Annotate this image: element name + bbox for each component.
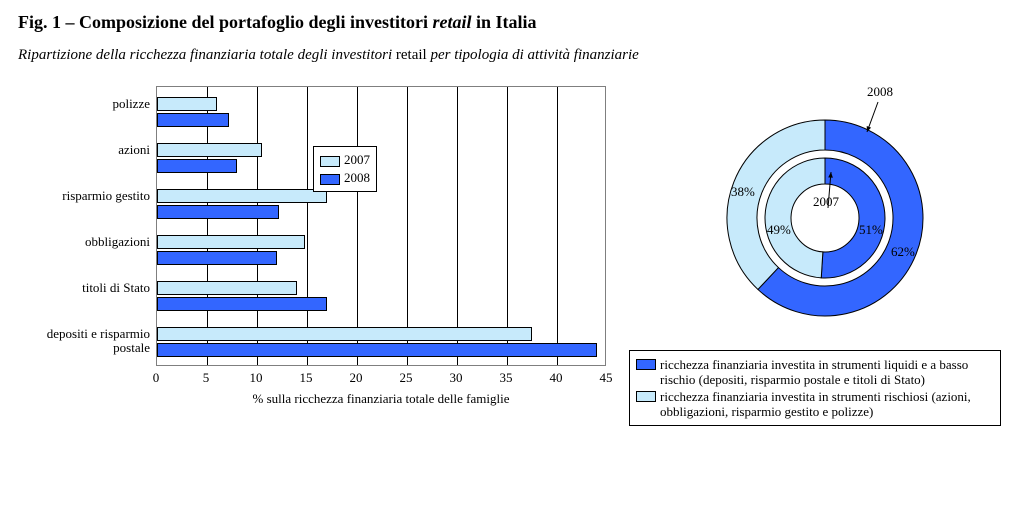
bar-2007 (157, 327, 532, 341)
bar-plot-area (156, 86, 606, 366)
gridline (507, 87, 508, 365)
donut-legend-item: ricchezza finanziaria investita in strum… (636, 389, 994, 419)
bar-2008 (157, 205, 279, 219)
year-label-2007: 2007 (813, 194, 839, 210)
pct-outer-light: 38% (731, 184, 755, 200)
x-tick-label: 15 (300, 370, 313, 386)
gridline (207, 87, 208, 365)
x-tick-label: 35 (500, 370, 513, 386)
legend-label: 2007 (344, 152, 370, 167)
gridline (357, 87, 358, 365)
bar-category-label: polizze (18, 97, 150, 111)
x-tick-label: 5 (203, 370, 210, 386)
subtitle-part-a: Ripartizione della ricchezza finanziaria… (18, 47, 396, 63)
bar-category-label: depositi e risparmio postale (18, 327, 150, 355)
legend-swatch (636, 359, 656, 370)
pct-inner-dark: 51% (859, 222, 883, 238)
bar-2008 (157, 159, 237, 173)
bar-2008 (157, 297, 327, 311)
legend-label: ricchezza finanziaria investita in strum… (660, 389, 994, 419)
bar-2008 (157, 113, 229, 127)
donut-legend: ricchezza finanziaria investita in strum… (629, 350, 1001, 426)
bar-2007 (157, 281, 297, 295)
pct-outer-dark: 62% (891, 244, 915, 260)
x-tick-label: 25 (400, 370, 413, 386)
figure-subtitle: Ripartizione della ricchezza finanziaria… (18, 47, 1005, 64)
bar-category-label: risparmio gestito (18, 189, 150, 203)
gridline (407, 87, 408, 365)
bar-2008 (157, 343, 597, 357)
donut-legend-item: ricchezza finanziaria investita in strum… (636, 357, 994, 387)
gridline (557, 87, 558, 365)
legend-label: 2008 (344, 170, 370, 185)
bar-2007 (157, 97, 217, 111)
legend-swatch (636, 391, 656, 402)
bar-legend: 2007 2008 (313, 146, 377, 192)
x-tick-label: 40 (550, 370, 563, 386)
bar-legend-item: 2008 (320, 169, 370, 187)
gridline (257, 87, 258, 365)
year-label-2008: 2008 (867, 84, 893, 100)
figure-title: Fig. 1 – Composizione del portafoglio de… (18, 12, 1005, 33)
legend-swatch (320, 174, 340, 185)
gridline (457, 87, 458, 365)
title-part-b: in Italia (471, 12, 536, 32)
donut-slice (765, 158, 825, 278)
gridline (307, 87, 308, 365)
title-part-a: Fig. 1 – Composizione del portafoglio de… (18, 12, 432, 32)
title-italic: retail (432, 12, 471, 32)
bar-2007 (157, 235, 305, 249)
x-tick-label: 20 (350, 370, 363, 386)
legend-label: ricchezza finanziaria investita in strum… (660, 357, 994, 387)
x-tick-label: 30 (450, 370, 463, 386)
bar-category-label: titoli di Stato (18, 281, 150, 295)
charts-container: 0 5 10 15 20 25 30 35 40 45 polizze azioni risparmio… (18, 76, 1005, 426)
bar-2007 (157, 143, 262, 157)
bar-chart: 0 5 10 15 20 25 30 35 40 45 polizze azioni risparmio… (18, 76, 625, 426)
subtitle-part-b: per tipologia di attività finanziarie (427, 47, 639, 63)
bar-legend-item: 2007 (320, 151, 370, 169)
x-tick-label: 0 (153, 370, 160, 386)
x-tick-label: 45 (600, 370, 613, 386)
x-axis-title: % sulla ricchezza finanziaria totale del… (156, 391, 606, 407)
bar-2008 (157, 251, 277, 265)
legend-swatch (320, 156, 340, 167)
x-tick-label: 10 (250, 370, 263, 386)
donut-chart: 2008 2007 62% 38% 51% 49% (625, 84, 1005, 344)
bar-2007 (157, 189, 327, 203)
pct-inner-light: 49% (767, 222, 791, 238)
bar-category-label: obbligazioni (18, 235, 150, 249)
bar-category-label: azioni (18, 143, 150, 157)
donut-column: 2008 2007 62% 38% 51% 49% ricchezza fina… (625, 76, 1005, 426)
subtitle-roman: retail (396, 47, 427, 63)
